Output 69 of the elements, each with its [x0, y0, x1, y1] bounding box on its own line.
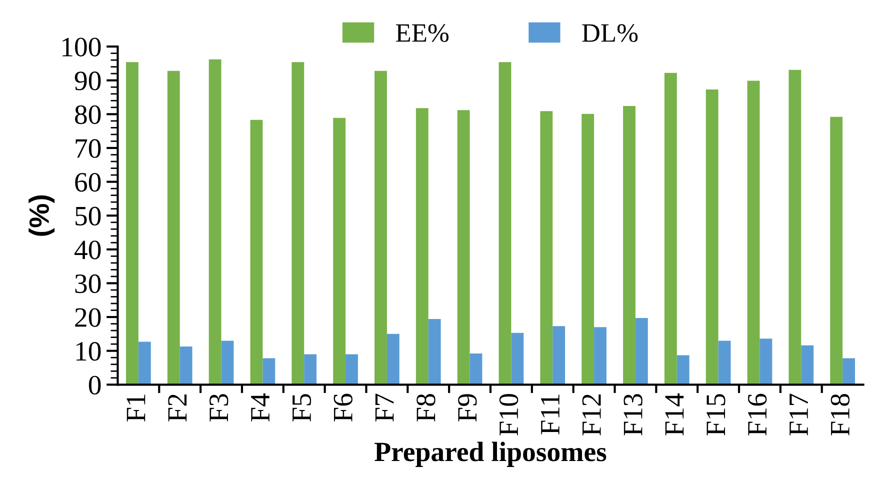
- x-tick-label: F6: [334, 394, 352, 422]
- bar: [540, 111, 553, 385]
- x-axis-title: Prepared liposomes: [374, 442, 606, 467]
- x-tick-label: F13: [624, 394, 642, 436]
- bar: [262, 358, 276, 385]
- x-tick-label: F7: [375, 394, 394, 422]
- y-tick-label: 60: [75, 172, 101, 192]
- y-tick-label: 50: [76, 206, 101, 226]
- bar: [386, 334, 400, 385]
- bar: [788, 70, 802, 385]
- bar: [416, 108, 428, 385]
- x-tick-label: F18: [830, 394, 850, 436]
- legend-label: EE%: [396, 24, 449, 42]
- y-tick-label: 30: [75, 274, 101, 294]
- bar: [346, 354, 358, 385]
- bar: [428, 319, 441, 385]
- bar: [208, 59, 222, 385]
- x-tick-label: F11: [540, 394, 560, 434]
- bar: [511, 332, 524, 385]
- y-tick-label: 10: [76, 342, 101, 361]
- y-tick-label: 100: [62, 38, 101, 56]
- bar: [594, 327, 606, 385]
- bar: [292, 62, 304, 385]
- bar: [250, 120, 263, 385]
- bar: [552, 326, 566, 385]
- bar: [470, 354, 482, 385]
- x-tick-label: F15: [706, 394, 726, 436]
- x-tick-label: F2: [168, 394, 187, 422]
- x-tick-label: F1: [126, 394, 146, 422]
- y-tick-label: 80: [75, 105, 101, 124]
- bar: [718, 340, 731, 385]
- y-tick-label: 90: [74, 72, 101, 90]
- bar: [167, 70, 180, 385]
- bar: [676, 355, 690, 385]
- x-tick-label: F9: [458, 394, 477, 422]
- bar: [830, 116, 843, 385]
- bar: [747, 80, 760, 385]
- bar: [801, 345, 814, 385]
- legend-label: DL%: [582, 24, 638, 42]
- x-tick-label: F14: [665, 393, 684, 436]
- x-tick-label: F17: [789, 394, 808, 436]
- bar: [180, 346, 192, 385]
- bar: [706, 89, 718, 385]
- x-tick-label: F4: [251, 393, 270, 422]
- y-tick-label: 0: [88, 376, 101, 395]
- bar: [221, 340, 234, 385]
- x-tick-label: F16: [748, 394, 767, 436]
- bar: [623, 106, 636, 385]
- bar: [138, 342, 151, 385]
- bar: [126, 62, 138, 385]
- y-tick-label: 20: [75, 308, 101, 327]
- bar: [635, 318, 648, 385]
- bar: [760, 338, 772, 385]
- bar: [664, 72, 677, 385]
- bar: [333, 118, 346, 385]
- x-tick-label: F10: [499, 394, 518, 436]
- y-axis-title: (%): [28, 195, 55, 236]
- bar: [842, 358, 855, 385]
- x-tick-label: F8: [416, 394, 436, 422]
- bar: [498, 62, 512, 385]
- x-tick-label: F12: [582, 394, 601, 436]
- x-tick-label: F3: [210, 394, 228, 422]
- bar: [304, 354, 317, 385]
- x-tick-label: F5: [292, 394, 312, 422]
- y-tick-label: 40: [74, 240, 101, 260]
- bar: [457, 110, 470, 385]
- bar: [582, 114, 594, 385]
- y-tick-label: 70: [76, 139, 101, 158]
- bar: [374, 70, 387, 385]
